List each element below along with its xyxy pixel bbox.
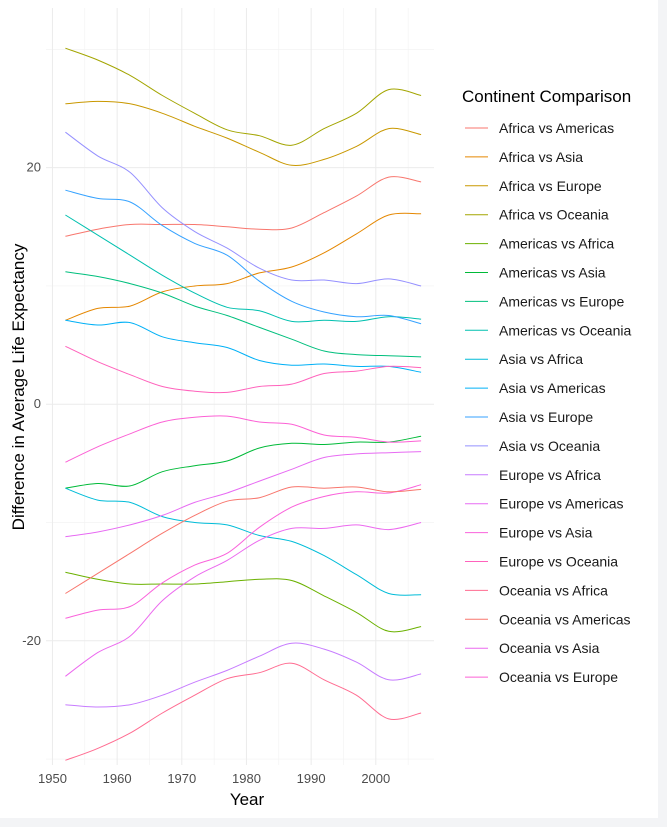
- y-axis-title: Difference in Average Life Expectancy: [9, 243, 28, 530]
- x-tick-label: 1980: [232, 771, 261, 786]
- series-line-europe-vs-oceania: [65, 345, 422, 394]
- legend-label: Asia vs Europe: [499, 409, 593, 425]
- y-tick-labels: 20 0 -20: [22, 160, 41, 648]
- legend-label: Americas vs Europe: [499, 293, 624, 309]
- series-line-oceania-vs-africa: [65, 662, 422, 761]
- x-tick-label: 1950: [38, 771, 67, 786]
- legend-title: Continent Comparison: [462, 87, 631, 106]
- series-line-africa-vs-europe: [65, 100, 422, 167]
- legend-label: Asia vs Americas: [499, 380, 606, 396]
- series-line-africa-vs-asia: [65, 212, 422, 321]
- chart-frame: 20 0 -20 1950 1960 1970 1980 1990 2000 Year Dif…: [0, 0, 658, 818]
- series-line-oceania-vs-asia: [65, 522, 422, 677]
- y-tick-label: 0: [34, 396, 41, 411]
- series-line-americas-vs-africa: [65, 571, 422, 633]
- series-line-asia-vs-africa: [65, 487, 422, 596]
- series-line-asia-vs-americas: [65, 319, 422, 373]
- series-line-africa-vs-americas: [65, 176, 422, 237]
- legend-label: Europe vs Americas: [499, 496, 624, 512]
- legend-label: Asia vs Africa: [499, 351, 583, 367]
- x-tick-label: 2000: [361, 771, 390, 786]
- legend: Continent Comparison Africa vs Americas A…: [462, 87, 631, 685]
- x-tick-label: 1990: [297, 771, 326, 786]
- series-line-americas-vs-europe: [65, 271, 422, 358]
- y-tick-label: 20: [27, 160, 41, 175]
- legend-label: Oceania vs Europe: [499, 669, 618, 685]
- y-tick-label: -20: [22, 633, 41, 648]
- legend-label: Europe vs Asia: [499, 525, 593, 541]
- x-tick-labels: 1950 1960 1970 1980 1990 2000: [38, 771, 390, 786]
- legend-label: Americas vs Oceania: [499, 322, 631, 338]
- grid-lines: [46, 8, 434, 765]
- legend-label: Europe vs Africa: [499, 467, 601, 483]
- series-line-asia-vs-europe: [65, 189, 422, 325]
- legend-label: Oceania vs Africa: [499, 582, 608, 598]
- legend-label: Africa vs Europe: [499, 178, 602, 194]
- series-line-asia-vs-oceania: [65, 131, 422, 287]
- series-line-oceania-vs-americas: [65, 486, 422, 594]
- legend-label: Americas vs Africa: [499, 236, 614, 252]
- x-tick-label: 1970: [167, 771, 196, 786]
- series-line-europe-vs-asia: [65, 484, 422, 619]
- legend-label: Asia vs Oceania: [499, 438, 600, 454]
- series-lines: [65, 47, 422, 761]
- legend-label: Africa vs Americas: [499, 120, 614, 136]
- series-line-europe-vs-africa: [65, 642, 422, 708]
- legend-label: Oceania vs Asia: [499, 640, 600, 656]
- series-line-americas-vs-asia: [65, 435, 422, 489]
- series-line-americas-vs-oceania: [65, 214, 422, 323]
- life-expectancy-chart: 20 0 -20 1950 1960 1970 1980 1990 2000 Year Dif…: [9, 8, 631, 809]
- legend-label: Europe vs Oceania: [499, 554, 618, 570]
- series-line-africa-vs-oceania: [65, 47, 422, 146]
- series-line-oceania-vs-europe: [65, 415, 422, 463]
- legend-label: Oceania vs Americas: [499, 611, 631, 627]
- legend-label: Americas vs Asia: [499, 265, 606, 281]
- x-axis-title: Year: [230, 790, 265, 809]
- x-tick-label: 1960: [103, 771, 132, 786]
- legend-label: Africa vs Oceania: [499, 207, 609, 223]
- series-line-europe-vs-americas: [65, 451, 422, 538]
- legend-label: Africa vs Asia: [499, 149, 583, 165]
